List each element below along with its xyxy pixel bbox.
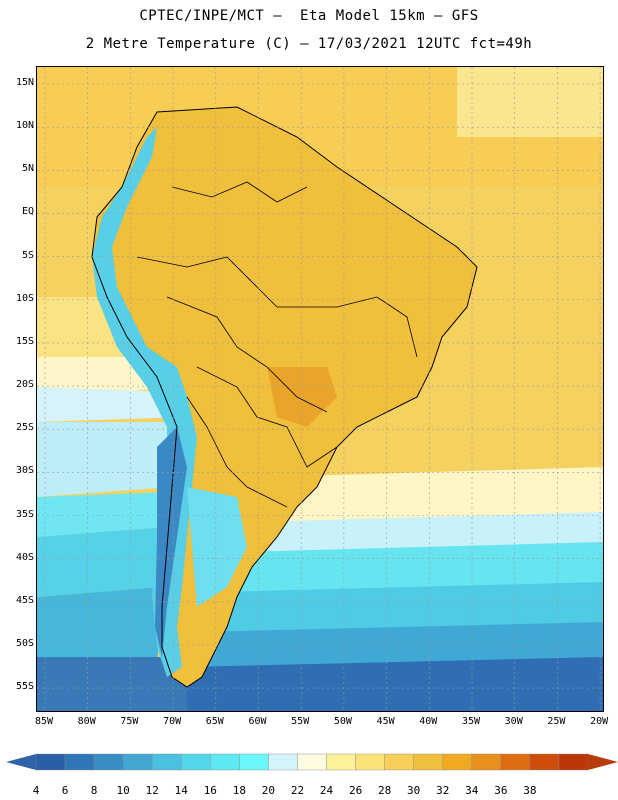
colorbar-label: 22 [290,784,305,797]
colorbar-label: 26 [348,784,363,797]
lat-tick-label: 25S [15,422,34,434]
colorbar-cell [297,753,327,771]
lon-tick-label: 30W [504,716,523,727]
colorbar-label: 36 [494,784,508,797]
colorbar-cell [355,753,385,771]
atlantic-blue-band [187,622,603,667]
colorbar-cells [35,753,589,771]
pacific-blue-band [37,587,162,667]
pacific-aqua-band [37,492,172,537]
lat-tick-label: 40S [15,551,34,563]
map-canvas [37,67,603,711]
colorbar-label: 4 [32,784,40,797]
colorbar-cell [181,753,211,771]
colorbar-cell [558,753,589,771]
lon-tick-label: 80W [77,716,96,727]
lat-tick-label: 35S [15,508,34,520]
lon-tick-label: 55W [291,716,310,727]
colorbar-cell [442,753,472,771]
colorbar-label: 38 [523,784,537,797]
lat-tick-label: 20S [15,379,34,391]
lat-tick-label: 50S [15,637,34,649]
colorbar-cell [93,753,124,771]
colorbar-label: 8 [90,784,98,797]
north-atlantic-cool-patch [457,67,603,137]
pacific-light-cyan-band [37,387,187,422]
lat-tick-label: 15S [15,335,34,347]
lat-tick-label: 10S [15,292,34,304]
lat-tick-label: 45S [15,594,34,606]
pacific-teal-band [37,527,167,597]
colorbar-cell [268,753,298,771]
patagonia-aqua [187,487,247,607]
lat-tick-label: 5S [21,249,34,261]
lon-tick-label: 20W [590,716,609,727]
atlantic-pale-band [262,467,603,527]
colorbar-label: 32 [436,784,450,797]
atlantic-teal-band [207,582,603,637]
pacific-cyan-band [37,422,177,497]
colorbar-label: 34 [465,784,479,797]
country-borders [136,181,418,508]
colorbar-label: 20 [261,784,276,797]
hot-spot-central-brazil [267,367,337,427]
lon-tick-label: 45W [376,716,395,727]
colorbar-cell [326,753,356,771]
lon-tick-label: 35W [461,716,481,727]
map-title: CPTEC/INPE/MCT – Eta Model 15km – GFS [139,8,479,24]
lat-tick-label: 5N [21,163,34,175]
colorbar-cell [384,753,414,771]
temperature-map [36,66,604,712]
colorbar-cell [64,753,95,771]
atlantic-deep-blue-band [187,657,603,711]
colorbar-cell [35,753,66,771]
lon-tick-label: 60W [248,716,267,727]
coastline [91,106,478,688]
atlantic-aqua-band [227,542,603,597]
colorbar-cell [500,753,531,771]
lon-tick-label: 25W [547,716,566,727]
colorbar-cell [471,753,502,771]
colorbar-high-arrow [588,754,618,770]
colorbar-label: 28 [378,784,392,797]
colorbar [6,753,618,771]
colorbar-label: 18 [232,784,246,797]
lon-tick-label: 40W [419,716,438,727]
colorbar-cell [413,753,443,771]
colorbar-label: 16 [203,784,217,797]
lon-tick-label: 50W [333,716,352,727]
colorbar-label: 12 [145,784,159,797]
colorbar-cell [152,753,182,771]
colorbar-label: 6 [61,784,69,797]
lat-tick-label: 10N [15,120,34,132]
lon-tick-label: 85W [34,716,54,727]
colorbar-cell [529,753,560,771]
colorbar-label: 10 [116,784,130,797]
lat-tick-label: EQ [21,206,34,218]
lat-tick-label: 55S [15,681,34,693]
colorbar-label: 14 [174,784,188,797]
colorbar-label: 24 [319,784,334,797]
grid-lines [37,67,603,711]
colorbar-cell [122,753,153,771]
lat-tick-label: 15N [15,77,34,88]
lon-tick-label: 70W [163,716,182,727]
colorbar-label: 30 [407,784,421,797]
lon-tick-label: 75W [120,716,139,727]
lon-tick-label: 65W [205,716,224,727]
colorbar-cell [239,753,269,771]
map-subtitle: 2 Metre Temperature (C) – 17/03/2021 12U… [85,36,533,52]
colorbar-cell [210,753,240,771]
colorbar-low-arrow [6,754,36,770]
lat-tick-label: 30S [15,465,34,477]
